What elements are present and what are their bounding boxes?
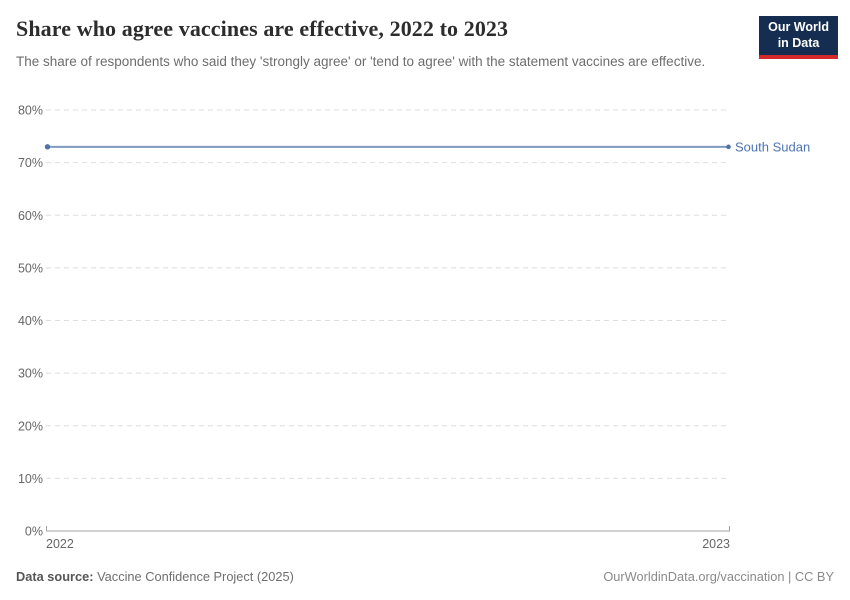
series-entity-label: South Sudan [735,139,810,154]
y-tick-label: 50% [18,261,43,275]
y-tick-label: 0% [25,525,43,539]
y-tick-label: 40% [18,314,43,328]
page-title: Share who agree vaccines are effective, … [16,16,509,41]
y-tick-label: 60% [18,209,43,223]
x-tick-label-2023: 2023 [702,537,730,551]
owid-logo-line1: Our World [768,20,829,34]
y-tick-label: 30% [18,367,43,381]
y-tick-label: 10% [18,472,43,486]
y-axis: 0% 10% 20% 30% 40% 50% 60% 70% 80% [18,104,730,539]
x-axis: 2022 2023 [46,537,730,551]
chart-subtitle: The share of respondents who said they '… [16,54,706,69]
chart-footer: Data source: Vaccine Confidence Project … [16,569,834,584]
attribution: OurWorldinData.org/vaccination | CC BY [603,569,834,584]
x-tick-label-2022: 2022 [46,537,74,551]
y-tick-label: 20% [18,419,43,433]
y-tick-label: 70% [18,156,43,170]
series-start-dot [44,144,51,150]
data-source: Data source: Vaccine Confidence Project … [16,569,294,584]
owid-logo-line2: in Data [777,35,820,50]
data-source-label: Data source: [16,569,94,584]
series-south-sudan: South Sudan [44,139,810,154]
y-tick-label: 80% [18,104,43,118]
line-chart: 0% 10% 20% 30% 40% 50% 60% 70% 80% 2022 2023 Sou… [18,104,810,552]
series-end-dot [726,144,731,150]
owid-logo: Our World in Data [759,16,838,60]
data-source-value: Vaccine Confidence Project (2025) [97,569,294,584]
